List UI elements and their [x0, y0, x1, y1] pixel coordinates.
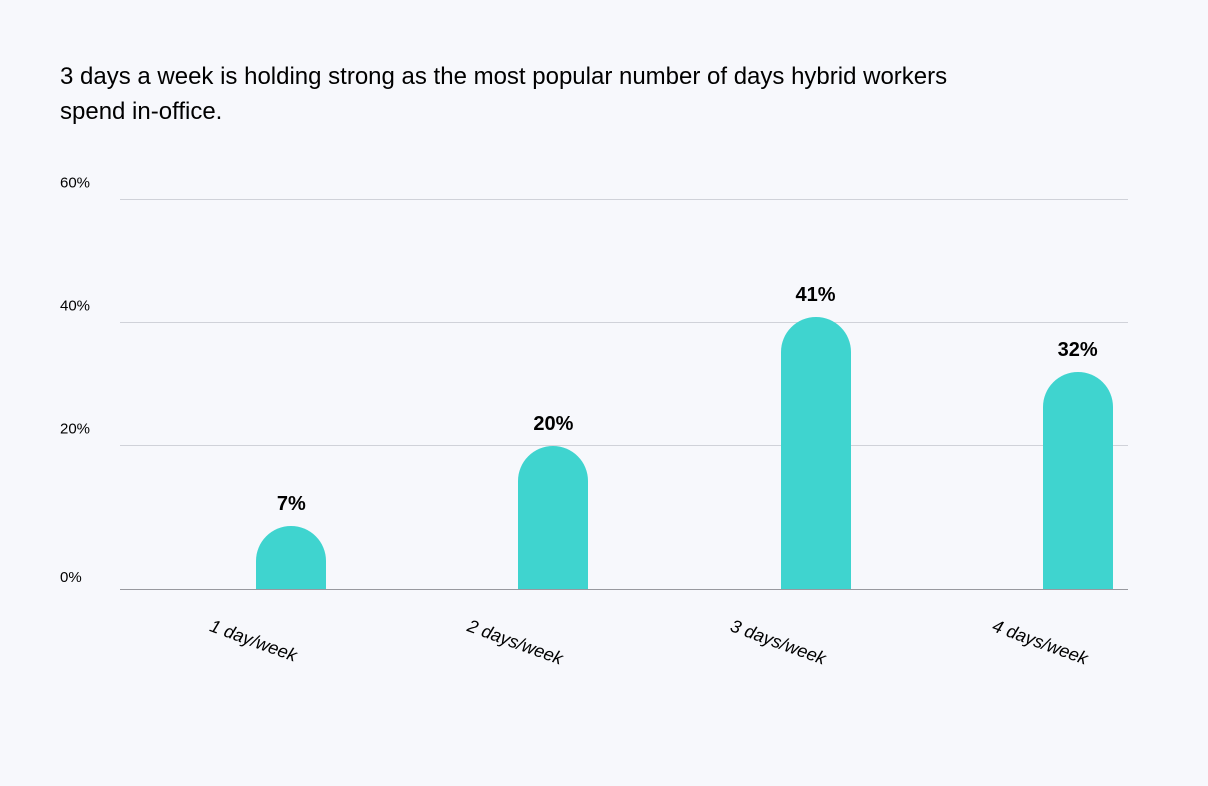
bar-2 [518, 446, 588, 589]
chart-title: 3 days a week is holding strong as the m… [60, 60, 960, 130]
bar-group-3: 41% 3 days/week [781, 317, 851, 590]
plot-area: 60% 40% 20% 0% 7% 1 day/week 20% 2 days/… [120, 200, 1128, 570]
y-tick-40: 40% [60, 297, 110, 314]
bar-group-1: 7% 1 day/week [256, 526, 326, 589]
x-label-4: 4 days/week [989, 615, 1090, 669]
bar-1 [256, 526, 326, 589]
x-label-1: 1 day/week [207, 615, 300, 666]
bar-group-4: 32% 4 days/week [1043, 372, 1113, 589]
bar-group-2: 20% 2 days/week [518, 446, 588, 589]
x-label-3: 3 days/week [727, 615, 828, 669]
gridline-60 [120, 199, 1128, 200]
value-label-2: 20% [533, 413, 573, 436]
y-tick-0: 0% [60, 569, 110, 586]
baseline [120, 589, 1128, 590]
x-label-2: 2 days/week [465, 615, 566, 669]
gridline-20 [120, 445, 1128, 446]
bar-4 [1043, 372, 1113, 589]
y-tick-20: 20% [60, 421, 110, 438]
value-label-1: 7% [277, 493, 306, 516]
value-label-3: 41% [796, 284, 836, 307]
value-label-4: 32% [1058, 339, 1098, 362]
bar-3 [781, 317, 851, 590]
y-tick-60: 60% [60, 174, 110, 191]
gridline-40 [120, 322, 1128, 323]
chart-area: 60% 40% 20% 0% 7% 1 day/week 20% 2 days/… [60, 200, 1148, 650]
